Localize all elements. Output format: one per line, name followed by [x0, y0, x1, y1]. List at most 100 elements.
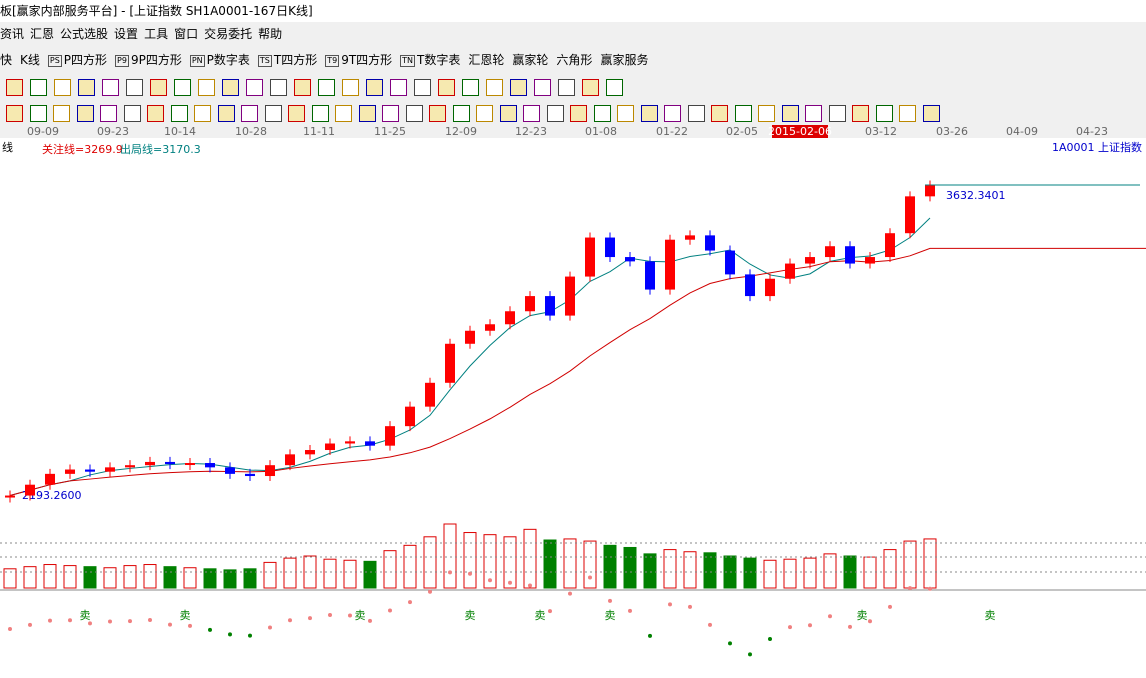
tool-icon[interactable]	[486, 79, 503, 96]
tool-icon[interactable]	[617, 105, 634, 122]
tool-icon[interactable]	[294, 79, 311, 96]
tool-icon[interactable]	[318, 79, 335, 96]
tool-icon[interactable]	[828, 105, 846, 122]
moving-average	[9, 247, 1146, 497]
tool-icon[interactable]	[29, 105, 47, 122]
tool-icon[interactable]	[222, 79, 239, 96]
signal-label: 卖	[80, 609, 91, 622]
tool-icon[interactable]	[452, 105, 470, 122]
volume-bar	[383, 550, 397, 589]
tool-icon[interactable]	[54, 79, 71, 96]
toolbar-button[interactable]: K线	[20, 46, 40, 74]
menu-item[interactable]: 资讯	[0, 27, 25, 41]
tool-icon[interactable]	[264, 105, 282, 122]
icon-toolbar	[0, 100, 1146, 127]
volume-bar	[583, 540, 597, 589]
tool-icon[interactable]	[664, 105, 681, 122]
signal-label: 卖	[180, 609, 191, 622]
toolbar-button[interactable]: 快	[0, 46, 12, 74]
tool-icon[interactable]	[438, 79, 455, 96]
tool-icon[interactable]	[366, 79, 383, 96]
tool-icon[interactable]	[593, 105, 611, 122]
tool-icon[interactable]	[523, 105, 540, 122]
tool-icon[interactable]	[405, 105, 423, 122]
tool-icon[interactable]	[311, 105, 329, 122]
tool-icon[interactable]	[102, 79, 119, 96]
tool-icon[interactable]	[429, 105, 446, 122]
volume-bar	[883, 549, 897, 589]
tool-icon[interactable]	[922, 105, 940, 122]
tool-icon[interactable]	[78, 79, 95, 96]
candle	[365, 441, 375, 446]
candle	[105, 467, 115, 472]
tool-icon[interactable]	[606, 79, 623, 96]
tool-icon[interactable]	[711, 105, 728, 122]
toolbar-button[interactable]: TS T四方形	[257, 46, 317, 74]
toolbar-button[interactable]: 汇恩轮	[468, 46, 504, 74]
tool-icon[interactable]	[875, 105, 893, 122]
toolbar-button[interactable]: P9 9P四方形	[115, 46, 182, 74]
toolbar-button[interactable]: PS P四方形	[47, 46, 107, 74]
signal-label: 卖	[985, 609, 996, 622]
menu-item[interactable]: 窗口	[174, 27, 199, 41]
tool-icon[interactable]	[570, 105, 587, 122]
volume-bar	[603, 544, 617, 589]
tool-icon[interactable]	[194, 105, 211, 122]
tool-icon[interactable]	[126, 79, 143, 96]
tool-icon[interactable]	[758, 105, 775, 122]
tool-icon[interactable]	[198, 79, 215, 96]
tool-icon[interactable]	[147, 105, 164, 122]
tool-icon[interactable]	[174, 79, 191, 96]
tool-icon[interactable]	[6, 79, 23, 96]
tool-icon[interactable]	[246, 79, 263, 96]
tool-icon[interactable]	[582, 79, 599, 96]
candle	[345, 441, 355, 444]
menu-item[interactable]: 公式选股	[60, 27, 109, 41]
candle	[545, 296, 555, 316]
tool-icon[interactable]	[558, 79, 575, 96]
toolbar-button[interactable]: T9 9T四方形	[325, 46, 392, 74]
tool-icon[interactable]	[382, 105, 399, 122]
menu-item[interactable]: 汇恩	[30, 27, 55, 41]
tool-icon[interactable]	[640, 105, 658, 122]
tool-icon[interactable]	[358, 105, 376, 122]
toolbar-button[interactable]: 赢家服务	[600, 46, 648, 74]
tool-icon[interactable]	[805, 105, 822, 122]
toolbar-button[interactable]: 赢家轮	[512, 46, 548, 74]
tool-icon[interactable]	[288, 105, 305, 122]
toolbar-button[interactable]: PN P数字表	[189, 46, 250, 74]
tool-icon[interactable]	[217, 105, 235, 122]
tool-icon[interactable]	[734, 105, 752, 122]
toolbar-button[interactable]: TN T数字表	[400, 46, 460, 74]
tool-icon[interactable]	[687, 105, 705, 122]
tool-icon[interactable]	[30, 79, 47, 96]
tool-icon[interactable]	[510, 79, 527, 96]
menu-item[interactable]: 设置	[114, 27, 139, 41]
tool-icon[interactable]	[546, 105, 564, 122]
menu-item[interactable]: 交易委托	[204, 27, 253, 41]
tool-icon[interactable]	[76, 105, 94, 122]
tool-icon[interactable]	[414, 79, 431, 96]
tool-icon[interactable]	[53, 105, 70, 122]
tool-icon[interactable]	[6, 105, 23, 122]
tool-icon[interactable]	[462, 79, 479, 96]
tool-icon[interactable]	[476, 105, 493, 122]
tool-icon[interactable]	[241, 105, 258, 122]
tool-icon[interactable]	[499, 105, 517, 122]
tool-icon[interactable]	[781, 105, 799, 122]
tool-icon[interactable]	[342, 79, 359, 96]
menu-item[interactable]: 帮助	[258, 27, 283, 41]
tool-icon[interactable]	[899, 105, 916, 122]
tool-icon[interactable]	[534, 79, 551, 96]
tool-icon[interactable]	[150, 79, 167, 96]
tool-icon[interactable]	[852, 105, 869, 122]
toolbar-button[interactable]: 六角形	[556, 46, 592, 74]
tool-icon[interactable]	[123, 105, 141, 122]
candle	[125, 465, 135, 468]
tool-icon[interactable]	[100, 105, 117, 122]
tool-icon[interactable]	[270, 79, 287, 96]
tool-icon[interactable]	[335, 105, 352, 122]
tool-icon[interactable]	[390, 79, 407, 96]
menu-item[interactable]: 工具	[144, 27, 169, 41]
tool-icon[interactable]	[170, 105, 188, 122]
